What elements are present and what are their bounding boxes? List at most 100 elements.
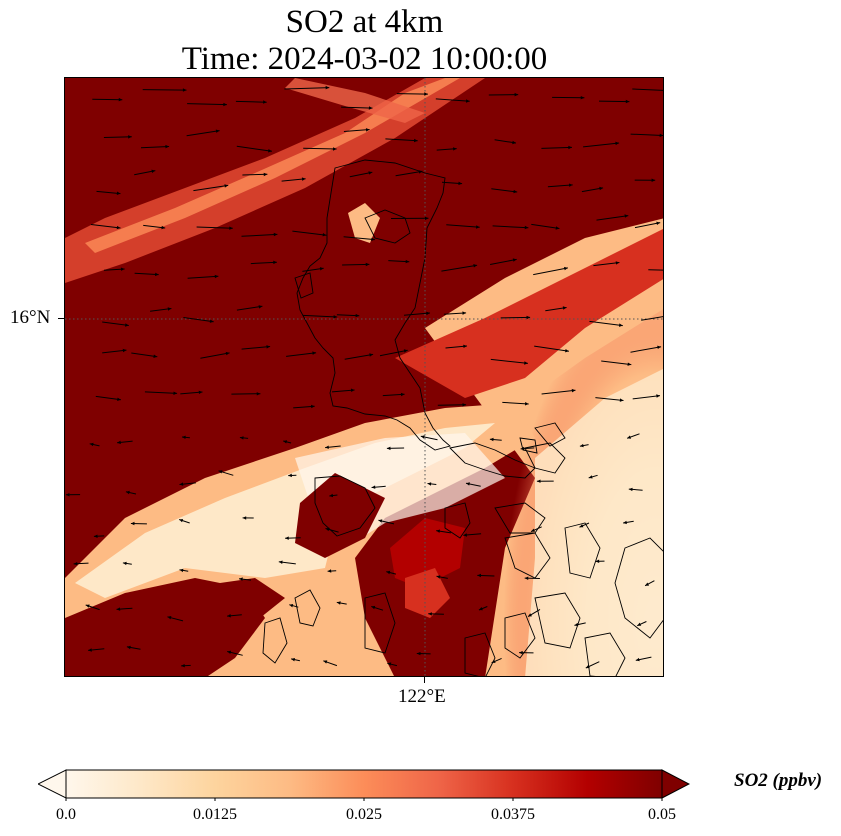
wind-vector <box>437 404 467 406</box>
wind-vector-head <box>525 402 529 406</box>
wind-vector <box>595 397 624 401</box>
wind-vector-head <box>225 351 230 356</box>
wind-vector-head <box>215 129 220 133</box>
wind-vector-head <box>289 604 294 608</box>
wind-vector <box>303 147 337 150</box>
wind-vector <box>236 305 263 311</box>
wind-vector <box>186 130 220 137</box>
wind-vector-head <box>574 622 579 627</box>
wind-vector <box>385 138 418 142</box>
wind-vector-head <box>458 181 463 186</box>
wind-vector-head <box>659 133 663 138</box>
southeast-clean-core <box>525 369 663 676</box>
wind-vector <box>583 142 620 148</box>
colorbar-tick-label: 0.05 <box>648 806 676 823</box>
wind-vector-head <box>65 493 70 497</box>
wind-vector-head <box>227 650 232 654</box>
wind-vector-head <box>329 493 334 498</box>
wind-vector-head <box>165 144 170 149</box>
wind-vector-head <box>117 397 121 401</box>
upper-plume-band <box>65 78 485 283</box>
wind-vector-head <box>568 145 572 150</box>
wind-vector-head <box>263 100 267 104</box>
longitude-tick-mark <box>424 677 425 683</box>
wind-vector <box>403 312 431 316</box>
wind-vector-head <box>585 664 590 669</box>
wind-vector-head <box>565 349 569 353</box>
wind-vector <box>242 173 268 176</box>
wind-vector-head <box>531 528 535 532</box>
wind-vector <box>236 145 272 152</box>
colorbar <box>38 769 690 801</box>
wind-vector-head <box>273 260 277 265</box>
wind-vector-head <box>153 354 158 358</box>
map-panel <box>64 77 664 677</box>
wind-vector <box>630 133 663 136</box>
wind-vector-head <box>579 443 584 448</box>
upper-plume-core <box>85 78 460 253</box>
wind-vector-head <box>569 183 573 187</box>
wind-vector-head <box>288 473 292 478</box>
wind-vector-head <box>528 613 532 617</box>
wind-vector <box>349 171 373 178</box>
wind-vector <box>343 129 370 132</box>
wind-vector <box>598 100 630 103</box>
wind-vector <box>344 353 374 360</box>
wind-vector-head <box>414 138 418 143</box>
wind-vector <box>143 224 166 229</box>
wind-vector <box>531 223 560 229</box>
wind-vector-head <box>428 612 432 616</box>
wind-vector-head <box>151 169 156 173</box>
wind-vector <box>284 87 330 90</box>
wind-vector-head <box>263 172 268 177</box>
wind-vector-head <box>209 319 214 323</box>
wind-vector-head <box>167 307 172 311</box>
wind-vector-head <box>656 221 661 225</box>
south-hotspot-2 <box>390 518 465 588</box>
wind-vector <box>187 275 219 279</box>
wind-vector-head <box>555 226 560 230</box>
wind-vector-head <box>426 311 430 316</box>
wind-vector-head <box>325 85 330 90</box>
wind-vector-head <box>436 575 441 579</box>
wind-vector-head <box>291 658 295 662</box>
wind-vector <box>547 184 573 188</box>
wind-vector-head <box>489 437 494 442</box>
wind-vector <box>541 146 573 149</box>
wind-vector-head <box>179 482 184 486</box>
wind-vector-head <box>371 237 375 241</box>
wind-vector-head <box>403 349 408 353</box>
so2-field-map <box>65 78 663 676</box>
wind-vector <box>634 222 661 229</box>
wind-vector-head <box>387 662 392 666</box>
wind-vector-head <box>526 315 531 320</box>
wind-vector <box>102 321 129 326</box>
wind-vector-head <box>312 351 317 355</box>
wind-vector-head <box>524 576 529 580</box>
wind-vector-head <box>436 529 440 533</box>
wind-vector-head <box>536 479 541 483</box>
map-title: SO2 at 4km <box>285 4 444 40</box>
wind-vector <box>641 316 663 321</box>
wind-vector <box>534 345 569 352</box>
wind-vector-head <box>273 232 278 237</box>
wind-vector-head <box>117 440 121 445</box>
wind-vector <box>630 346 662 353</box>
wind-vector-head <box>386 446 391 451</box>
wind-vector-head <box>223 102 227 107</box>
wind-vector <box>545 307 567 312</box>
wind-vector <box>235 100 267 103</box>
wind-vector-head <box>418 170 423 174</box>
colorbar-tick-label: 0.0375 <box>491 806 535 823</box>
wind-vector-head <box>645 582 650 586</box>
wind-vector-head <box>619 323 623 327</box>
wind-vector-head <box>278 560 283 564</box>
wind-vector-head <box>355 313 360 318</box>
wind-vector <box>502 401 529 405</box>
wind-vector-head <box>514 92 519 97</box>
wind-vector-head <box>628 487 633 492</box>
wind-vector-head <box>619 398 624 402</box>
wind-vector <box>142 89 187 91</box>
wind-vector-head <box>266 345 271 349</box>
wind-vector-head <box>478 607 483 611</box>
